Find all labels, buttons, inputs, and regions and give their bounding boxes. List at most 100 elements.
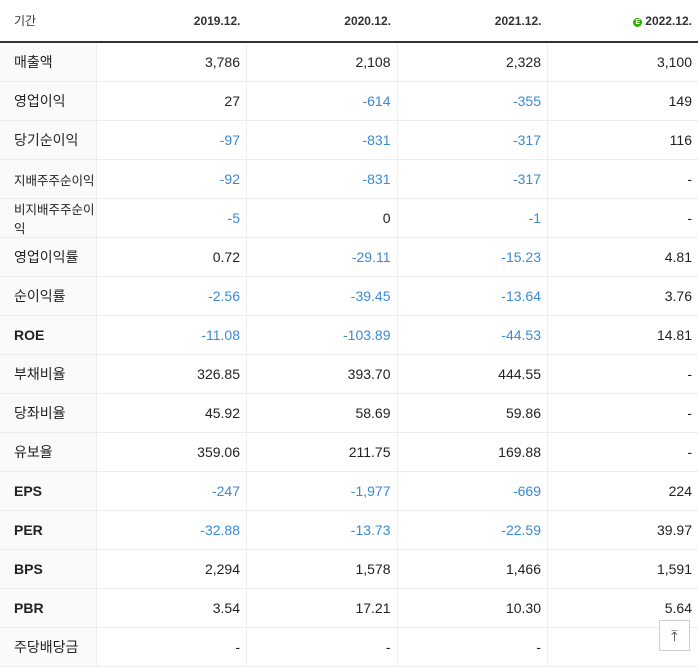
row-label: 당좌비율 [0, 394, 96, 433]
value-cell: -29.11 [247, 238, 398, 277]
row-label: 영업이익 [0, 82, 96, 121]
row-label: 순이익률 [0, 277, 96, 316]
value-cell: 45.92 [96, 394, 247, 433]
value-cell: - [548, 433, 698, 472]
value-cell: -13.64 [397, 277, 548, 316]
value-cell: 14.81 [548, 316, 698, 355]
value-cell: - [548, 355, 698, 394]
value-cell: -831 [247, 160, 398, 199]
value-cell: -317 [397, 160, 548, 199]
value-cell: 3,100 [548, 42, 698, 82]
row-label: 비지배주주순이익 [0, 199, 96, 238]
value-cell: 444.55 [397, 355, 548, 394]
value-cell: -669 [397, 472, 548, 511]
value-cell: 116 [548, 121, 698, 160]
value-cell: -831 [247, 121, 398, 160]
value-cell: 17.21 [247, 589, 398, 628]
value-cell: 3.76 [548, 277, 698, 316]
arrow-up-icon: ⤒ [671, 627, 678, 645]
scroll-top-button[interactable]: ⤒ [659, 620, 690, 651]
value-cell: -1,977 [247, 472, 398, 511]
value-cell: 59.86 [397, 394, 548, 433]
row-label: 영업이익률 [0, 238, 96, 277]
value-cell: -97 [96, 121, 247, 160]
row-label: PBR [0, 589, 96, 628]
row-label: BPS [0, 550, 96, 589]
value-cell: 359.06 [96, 433, 247, 472]
value-cell: -103.89 [247, 316, 398, 355]
value-cell: 0.72 [96, 238, 247, 277]
value-cell: - [548, 199, 698, 238]
value-cell: -39.45 [247, 277, 398, 316]
value-cell: 393.70 [247, 355, 398, 394]
value-cell: 3.54 [96, 589, 247, 628]
value-cell: - [397, 628, 548, 667]
table-row: 주당배당금--- [0, 628, 698, 667]
row-label: 당기순이익 [0, 121, 96, 160]
value-cell: 2,108 [247, 42, 398, 82]
value-cell: 39.97 [548, 511, 698, 550]
value-cell: 10.30 [397, 589, 548, 628]
table-row: 지배주주순이익-92-831-317- [0, 160, 698, 199]
value-cell: 27 [96, 82, 247, 121]
value-cell: -355 [397, 82, 548, 121]
value-cell: -15.23 [397, 238, 548, 277]
value-cell: 211.75 [247, 433, 398, 472]
value-cell: 58.69 [247, 394, 398, 433]
value-cell: 0 [247, 199, 398, 238]
value-cell: 169.88 [397, 433, 548, 472]
value-cell: -247 [96, 472, 247, 511]
value-cell: - [96, 628, 247, 667]
value-cell: -317 [397, 121, 548, 160]
value-cell: - [247, 628, 398, 667]
row-label: 유보율 [0, 433, 96, 472]
row-label: 지배주주순이익 [0, 160, 96, 199]
value-cell: 1,466 [397, 550, 548, 589]
value-cell: 1,591 [548, 550, 698, 589]
value-cell: 326.85 [96, 355, 247, 394]
row-label: PER [0, 511, 96, 550]
value-cell: -44.53 [397, 316, 548, 355]
year-label: 2022.12. [645, 14, 692, 28]
value-cell: -92 [96, 160, 247, 199]
value-cell: 1,578 [247, 550, 398, 589]
estimate-icon: E [633, 18, 642, 27]
value-cell: - [548, 160, 698, 199]
row-label: 부채비율 [0, 355, 96, 394]
value-cell: -614 [247, 82, 398, 121]
value-cell: -22.59 [397, 511, 548, 550]
value-cell: -13.73 [247, 511, 398, 550]
value-cell: 4.81 [548, 238, 698, 277]
row-label: 매출액 [0, 42, 96, 82]
value-cell: -2.56 [96, 277, 247, 316]
value-cell: 224 [548, 472, 698, 511]
value-cell: -5 [96, 199, 247, 238]
value-cell: 149 [548, 82, 698, 121]
value-cell: 3,786 [96, 42, 247, 82]
value-cell: -1 [397, 199, 548, 238]
year-header: 2020.12. [247, 0, 398, 42]
value-cell: 2,294 [96, 550, 247, 589]
value-cell: 2,328 [397, 42, 548, 82]
value-cell: -32.88 [96, 511, 247, 550]
period-header: 기간 [0, 0, 96, 42]
row-label: EPS [0, 472, 96, 511]
year-header: 2019.12. [96, 0, 247, 42]
row-label: ROE [0, 316, 96, 355]
